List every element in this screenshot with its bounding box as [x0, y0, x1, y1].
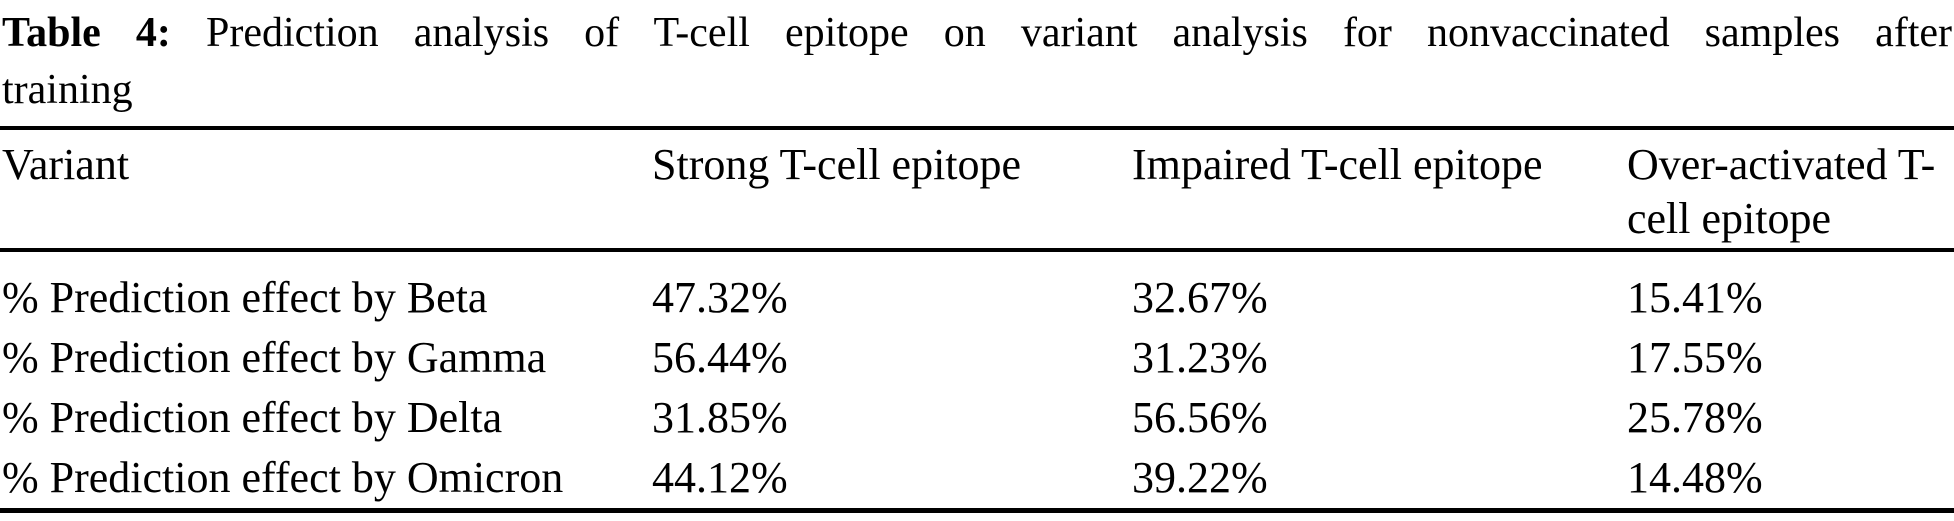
table-row-delta: % Prediction effect by Delta 31.85% 56.5…	[0, 388, 1954, 448]
row-label-gamma: % Prediction effect by Gamma	[2, 333, 547, 382]
table-row-gamma: % Prediction effect by Gamma 56.44% 31.2…	[0, 328, 1954, 388]
caption-line-1: Table 4: Prediction analysis of T-cell e…	[2, 5, 1952, 62]
prediction-table: Variant Strong T-cell epitope Impaired T…	[0, 126, 1954, 513]
table-row-omicron: % Prediction effect by Omicron 44.12% 39…	[0, 448, 1954, 511]
omicron-overactivated-value: 14.48%	[1627, 453, 1763, 502]
table-row-beta: % Prediction effect by Beta 47.32% 32.67…	[0, 250, 1954, 328]
delta-overactivated-value: 25.78%	[1627, 393, 1763, 442]
beta-strong-value: 47.32%	[652, 273, 788, 322]
delta-strong-value: 31.85%	[652, 393, 788, 442]
gamma-overactivated-value: 17.55%	[1627, 333, 1763, 382]
caption-line-2: training	[2, 67, 133, 113]
gamma-strong-value: 56.44%	[652, 333, 788, 382]
omicron-impaired-value: 39.22%	[1132, 453, 1268, 502]
row-label-beta: % Prediction effect by Beta	[2, 273, 488, 322]
omicron-strong-value: 44.12%	[652, 453, 788, 502]
header-impaired-epitope: Impaired T-cell epitope	[1132, 140, 1543, 189]
caption-label: Table 4:	[2, 10, 171, 56]
gamma-impaired-value: 31.23%	[1132, 333, 1268, 382]
row-label-omicron: % Prediction effect by Omicron	[2, 453, 564, 502]
table-caption: Table 4: Prediction analysis of T-cell e…	[0, 0, 1954, 119]
row-label-delta: % Prediction effect by Delta	[2, 393, 503, 442]
beta-overactivated-value: 15.41%	[1627, 273, 1763, 322]
beta-impaired-value: 32.67%	[1132, 273, 1268, 322]
header-row: Variant Strong T-cell epitope Impaired T…	[0, 128, 1954, 250]
caption-text: Prediction analysis of T-cell epitope on…	[206, 10, 1953, 56]
header-variant: Variant	[2, 140, 130, 189]
header-overactivated-epitope: Over-activated T-cell epitope	[1627, 140, 1936, 243]
header-strong-epitope: Strong T-cell epitope	[652, 140, 1022, 189]
delta-impaired-value: 56.56%	[1132, 393, 1268, 442]
